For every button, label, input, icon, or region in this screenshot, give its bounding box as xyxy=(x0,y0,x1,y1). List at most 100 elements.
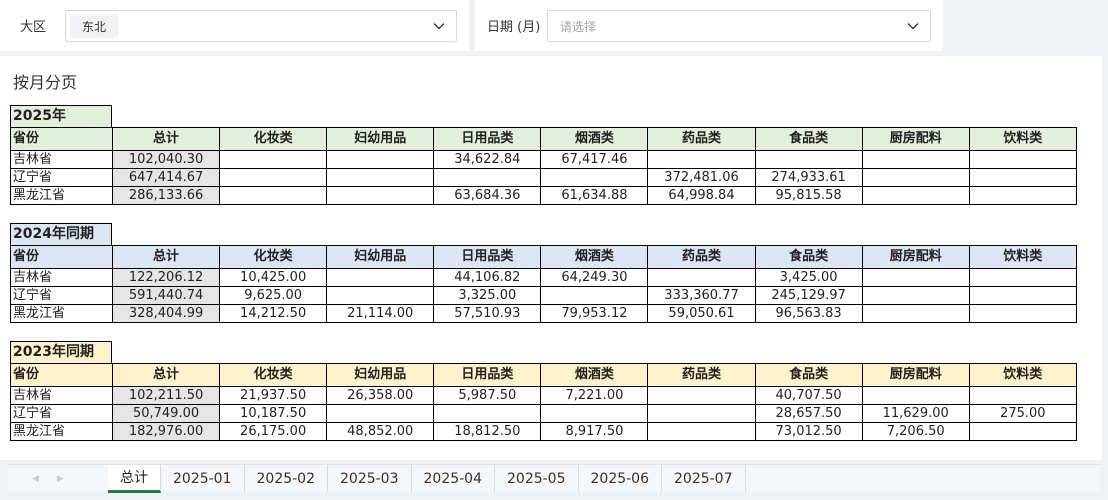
value-cell: 9,625.00 xyxy=(219,286,328,305)
value-cell: 26,358.00 xyxy=(326,386,435,405)
date-filter: 日期 (月) 请选择 xyxy=(475,0,943,51)
page-title: 按月分页 xyxy=(13,73,78,92)
value-cell xyxy=(647,404,756,423)
value-cell xyxy=(540,404,649,423)
province-cell: 黑龙江省 xyxy=(10,422,113,441)
column-header: 厨房配料 xyxy=(861,245,970,269)
value-cell xyxy=(219,150,328,169)
date-select-placeholder[interactable]: 请选择 xyxy=(560,19,597,34)
value-cell: 3,325.00 xyxy=(433,286,542,305)
date-select[interactable]: 请选择 xyxy=(547,10,931,42)
value-cell: 18,812.50 xyxy=(433,422,542,441)
sheet-tab[interactable]: 总计 xyxy=(108,464,161,493)
column-header: 化妆类 xyxy=(219,363,328,387)
sheet-tab[interactable]: 2025-04 xyxy=(412,464,495,493)
value-cell xyxy=(326,268,435,287)
value-cell: 14,212.50 xyxy=(219,304,328,323)
value-cell: 73,012.50 xyxy=(754,422,863,441)
total-cell: 102,211.50 xyxy=(111,386,221,405)
date-filter-label: 日期 (月) xyxy=(487,20,541,35)
total-cell: 102,040.30 xyxy=(111,150,221,169)
province-cell: 辽宁省 xyxy=(10,168,113,187)
column-header: 妇幼用品 xyxy=(326,127,435,151)
column-header: 药品类 xyxy=(647,127,756,151)
value-cell: 57,510.93 xyxy=(433,304,542,323)
value-cell: 59,050.61 xyxy=(647,304,756,323)
block-title: 2025年 xyxy=(10,105,112,128)
value-cell: 7,206.50 xyxy=(861,422,970,441)
sheet-tab[interactable]: 2025-07 xyxy=(662,464,746,493)
column-header: 总计 xyxy=(111,245,221,269)
tab-list: 总计 2025-01 2025-02 2025-03 2025-04 2025-05 202… xyxy=(108,464,746,493)
chevron-down-icon[interactable] xyxy=(906,19,920,33)
province-cell: 吉林省 xyxy=(10,386,113,405)
table-row: 辽宁省 591,440.74 9,625.00 3,325.00 333,360.77 2… xyxy=(10,286,1077,305)
table-row: 吉林省 102,040.30 34,622.84 67,417.46 xyxy=(10,150,1077,169)
value-cell: 96,563.83 xyxy=(754,304,863,323)
value-cell: 8,917.50 xyxy=(540,422,649,441)
sheet-tab[interactable]: 2025-02 xyxy=(245,464,328,493)
value-cell xyxy=(861,186,970,205)
column-header: 饮料类 xyxy=(968,363,1077,387)
province-cell: 辽宁省 xyxy=(10,404,113,423)
value-cell: 44,106.82 xyxy=(433,268,542,287)
value-cell: 64,249.30 xyxy=(540,268,649,287)
region-selected-chip[interactable]: 东北 xyxy=(70,14,119,38)
value-cell xyxy=(861,304,970,323)
value-cell xyxy=(433,404,542,423)
total-cell: 122,206.12 xyxy=(111,268,221,287)
value-cell xyxy=(326,186,435,205)
value-cell xyxy=(968,304,1077,323)
value-cell: 21,114.00 xyxy=(326,304,435,323)
value-cell xyxy=(861,386,970,405)
region-filter-label: 大区 xyxy=(20,20,47,35)
total-cell: 182,976.00 xyxy=(111,422,221,441)
value-cell xyxy=(647,268,756,287)
value-cell: 333,360.77 xyxy=(647,286,756,305)
region-select[interactable]: 东北 xyxy=(65,10,457,42)
column-header: 日用品类 xyxy=(433,245,542,269)
province-cell: 黑龙江省 xyxy=(10,304,113,323)
province-cell: 黑龙江省 xyxy=(10,186,113,205)
value-cell xyxy=(754,150,863,169)
value-cell: 10,187.50 xyxy=(219,404,328,423)
column-header: 食品类 xyxy=(754,127,863,151)
sheet-tab[interactable]: 2025-03 xyxy=(328,464,412,493)
block-title: 2024年同期 xyxy=(10,223,112,246)
sheet-tab[interactable]: 2025-01 xyxy=(161,464,245,493)
triangle-right-icon[interactable]: ▶ xyxy=(56,473,64,484)
value-cell xyxy=(861,286,970,305)
value-cell: 21,937.50 xyxy=(219,386,328,405)
column-header: 妇幼用品 xyxy=(326,363,435,387)
value-cell xyxy=(326,150,435,169)
chevron-down-icon[interactable] xyxy=(432,19,446,33)
column-header: 省份 xyxy=(10,245,113,269)
total-cell: 591,440.74 xyxy=(111,286,221,305)
column-header: 饮料类 xyxy=(968,127,1077,151)
value-cell xyxy=(968,150,1077,169)
data-table: 省份 总计 化妆类 妇幼用品 日用品类 烟酒类 药品类 食品类 厨房配料 饮料类 吉林省 102,21… xyxy=(10,363,1077,441)
region-filter: 大区 东北 xyxy=(0,0,469,51)
value-cell xyxy=(326,404,435,423)
column-header: 药品类 xyxy=(647,245,756,269)
sheet-tab[interactable]: 2025-05 xyxy=(495,464,579,493)
province-cell: 辽宁省 xyxy=(10,286,113,305)
value-cell: 95,815.58 xyxy=(754,186,863,205)
column-header: 省份 xyxy=(10,363,113,387)
value-cell xyxy=(433,168,542,187)
column-header: 总计 xyxy=(111,127,221,151)
value-cell: 64,998.84 xyxy=(647,186,756,205)
value-cell xyxy=(861,150,970,169)
sheet-tab[interactable]: 2025-06 xyxy=(579,464,662,493)
value-cell: 67,417.46 xyxy=(540,150,649,169)
triangle-left-icon[interactable]: ◀ xyxy=(32,473,39,484)
value-cell xyxy=(647,386,756,405)
value-cell: 26,175.00 xyxy=(219,422,328,441)
column-header: 省份 xyxy=(10,127,113,151)
value-cell xyxy=(219,168,328,187)
value-cell: 28,657.50 xyxy=(754,404,863,423)
value-cell xyxy=(968,168,1077,187)
value-cell: 7,221.00 xyxy=(540,386,649,405)
value-cell xyxy=(647,422,756,441)
value-cell: 5,987.50 xyxy=(433,386,542,405)
